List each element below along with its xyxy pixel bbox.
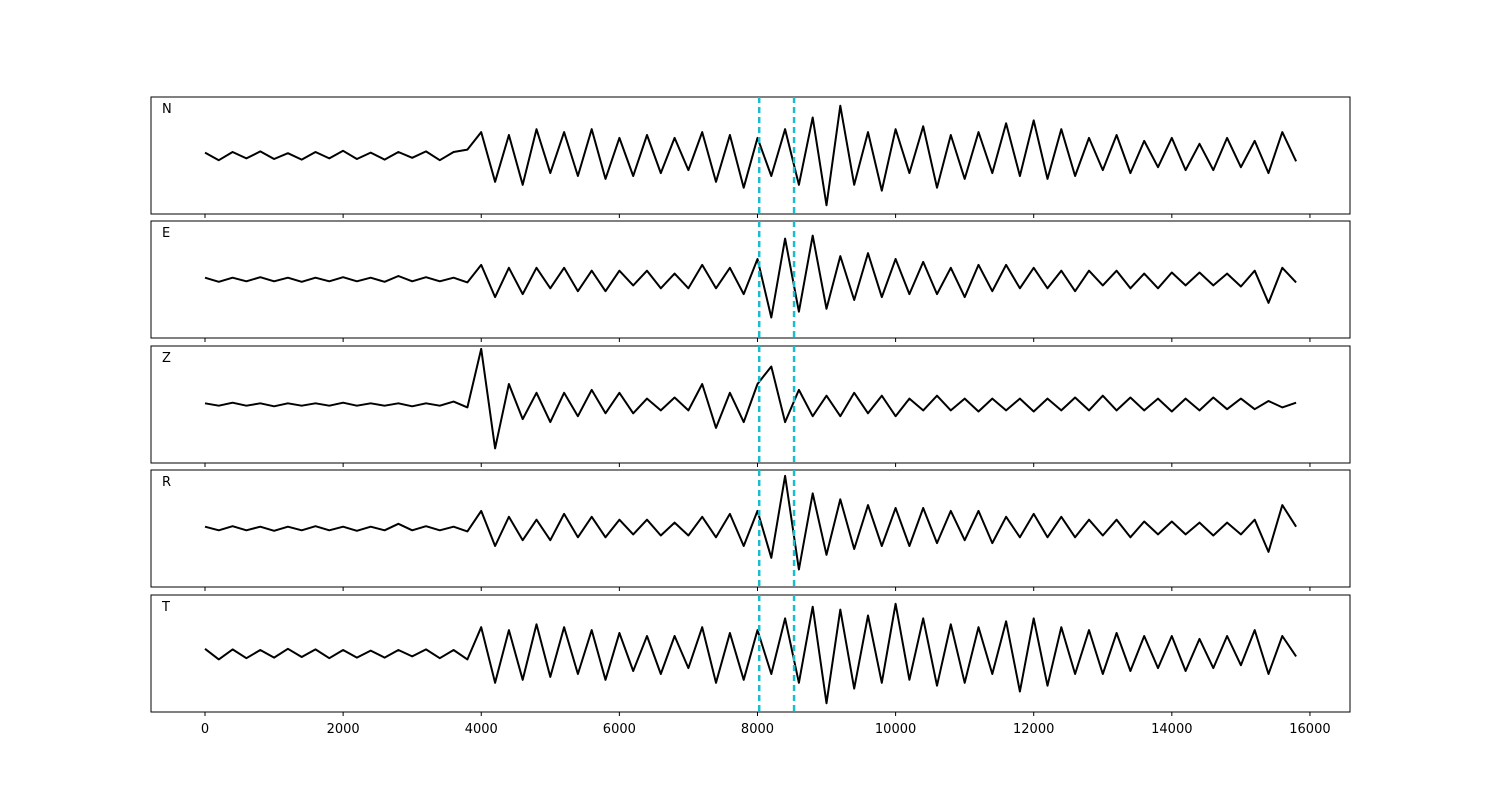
trace — [204, 234, 1297, 319]
panel-frame — [150, 96, 1351, 215]
panel-frame — [150, 345, 1351, 464]
trace — [204, 104, 1298, 207]
trace — [204, 602, 1297, 705]
panel-frame — [150, 594, 1351, 713]
panel-frame — [150, 220, 1351, 339]
panel-label: R — [162, 475, 171, 490]
trace — [204, 474, 1297, 571]
x-tick-label: 6000 — [603, 722, 636, 737]
x-tick-label: 16000 — [1289, 722, 1330, 737]
panel-label: T — [161, 600, 170, 615]
x-tick-label: 2000 — [327, 722, 360, 737]
x-tick-label: 4000 — [465, 722, 498, 737]
panel-label: N — [162, 102, 172, 117]
x-tick-label: 10000 — [875, 722, 916, 737]
panel-label: E — [162, 226, 170, 241]
x-tick-label: 8000 — [741, 722, 774, 737]
x-tick-label: 14000 — [1151, 722, 1192, 737]
x-tick-label: 0 — [201, 722, 209, 737]
x-tick-label: 12000 — [1013, 722, 1054, 737]
panel-frame — [150, 469, 1351, 588]
panel-label: Z — [162, 351, 171, 366]
trace — [204, 347, 1297, 450]
